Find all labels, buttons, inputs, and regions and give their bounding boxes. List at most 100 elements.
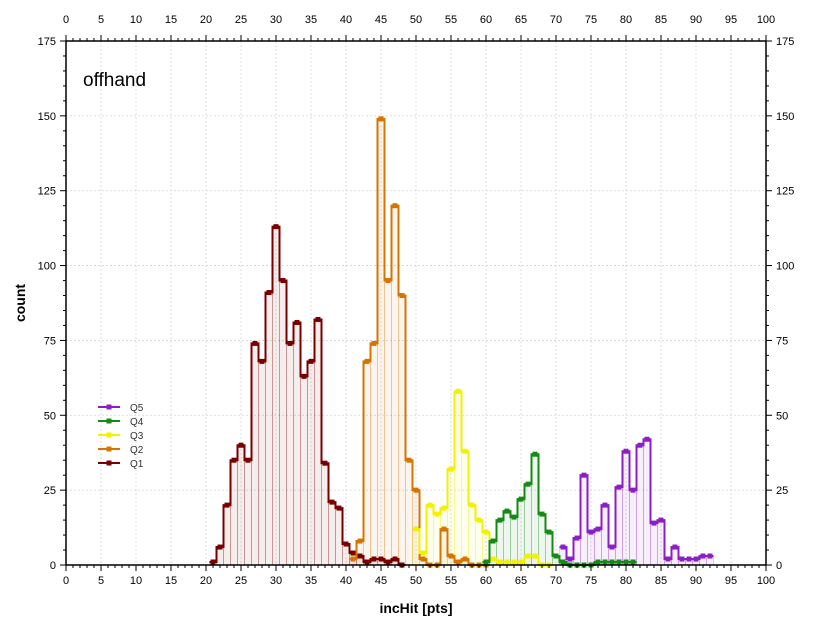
point-q2 (455, 559, 461, 565)
point-q3 (448, 466, 454, 472)
bar-q1 (272, 226, 280, 566)
y-tick-label-right: 25 (776, 485, 788, 497)
bar-q1 (328, 501, 336, 566)
point-q3 (532, 553, 538, 559)
y-tick-label-right: 0 (776, 560, 782, 572)
legend-label-q3: Q3 (130, 431, 144, 442)
y-axis-title: count (12, 284, 28, 322)
bar-q1 (321, 462, 329, 566)
x-tick-label-top: 50 (410, 14, 422, 26)
y-tick-label: 175 (38, 36, 56, 48)
legend-label-q5: Q5 (130, 403, 144, 414)
x-tick-label-top: 55 (445, 14, 457, 26)
series-line-q1 (209, 225, 406, 566)
y-tick-label: 25 (44, 485, 56, 497)
bar-q2 (405, 459, 413, 566)
y-tick-label: 75 (44, 335, 56, 347)
point-q4 (490, 538, 496, 544)
point-q4 (546, 529, 552, 535)
point-q5 (602, 502, 608, 508)
point-q1 (259, 358, 265, 364)
point-q5 (679, 556, 685, 562)
x-tick-label: 50 (410, 575, 422, 587)
point-q5 (574, 535, 580, 541)
point-q3 (462, 448, 468, 454)
point-q1 (287, 340, 293, 346)
point-q4 (560, 559, 566, 565)
bar-q1 (223, 504, 231, 566)
x-tick-label-top: 5 (98, 14, 104, 26)
point-q5 (595, 526, 601, 532)
point-q4 (483, 559, 489, 565)
legend-marker-q4 (106, 418, 112, 424)
y-tick-label-right: 50 (776, 410, 788, 422)
point-q5 (637, 442, 643, 448)
point-q1 (315, 316, 321, 322)
bar-q5 (622, 450, 630, 566)
bar-q4 (510, 516, 518, 566)
x-tick-label: 25 (235, 575, 247, 587)
point-q4 (616, 559, 622, 565)
bar-q1 (279, 280, 287, 566)
series-line-q3 (412, 390, 553, 566)
point-q5 (567, 556, 573, 562)
bar-q1 (258, 361, 266, 566)
x-tick-label-top: 25 (235, 14, 247, 26)
point-q5 (616, 484, 622, 490)
legend-label-q2: Q2 (130, 445, 144, 456)
bar-q5 (650, 522, 658, 566)
bar-q2 (370, 343, 378, 566)
x-tick-label: 5 (98, 575, 104, 587)
point-q4 (525, 481, 531, 487)
y-tick-label-right: 100 (776, 261, 794, 273)
x-tick-label-top: 10 (130, 14, 142, 26)
point-q5 (707, 553, 713, 559)
x-tick-label-top: 45 (375, 14, 387, 26)
bar-q4 (517, 498, 525, 566)
x-tick-label: 10 (130, 575, 142, 587)
x-tick-label-top: 20 (200, 14, 212, 26)
bar-q2 (363, 361, 371, 566)
x-axis-title: incHit [pts] (379, 600, 452, 616)
point-q1 (308, 358, 314, 364)
bar-q1 (237, 444, 245, 566)
bar-q5 (636, 444, 644, 566)
point-q1 (385, 559, 391, 565)
x-tick-label-top: 60 (480, 14, 492, 26)
point-q3 (469, 502, 475, 508)
x-tick-label: 70 (550, 575, 562, 587)
point-q1 (357, 553, 363, 559)
y-tick-label: 150 (38, 111, 56, 123)
x-tick-label: 55 (445, 575, 457, 587)
x-tick-label: 20 (200, 575, 212, 587)
point-q3 (518, 559, 524, 565)
legend-label-q1: Q1 (130, 459, 144, 470)
point-q1 (238, 442, 244, 448)
bar-q2 (356, 540, 364, 566)
bar-q3 (433, 513, 441, 566)
x-tick-label: 60 (480, 575, 492, 587)
point-q3 (413, 526, 419, 532)
y-tick-label-right: 75 (776, 335, 788, 347)
bar-q3 (426, 504, 434, 566)
point-q1 (252, 340, 258, 346)
y-tick-label-right: 150 (776, 111, 794, 123)
series-line-q2 (349, 117, 490, 566)
point-q4 (532, 451, 538, 457)
point-q5 (693, 556, 699, 562)
point-q4 (602, 559, 608, 565)
point-q2 (350, 556, 356, 562)
point-q2 (378, 116, 384, 122)
x-tick-label-top: 30 (270, 14, 282, 26)
point-q1 (371, 556, 377, 562)
point-q2 (441, 526, 447, 532)
bar-q4 (524, 483, 532, 566)
point-q1 (364, 559, 370, 565)
point-q1 (273, 224, 279, 230)
point-q5 (665, 556, 671, 562)
point-q1 (392, 556, 398, 562)
point-q2 (462, 556, 468, 562)
bar-q1 (251, 343, 259, 566)
point-q5 (651, 520, 657, 526)
bar-q5 (643, 438, 651, 566)
